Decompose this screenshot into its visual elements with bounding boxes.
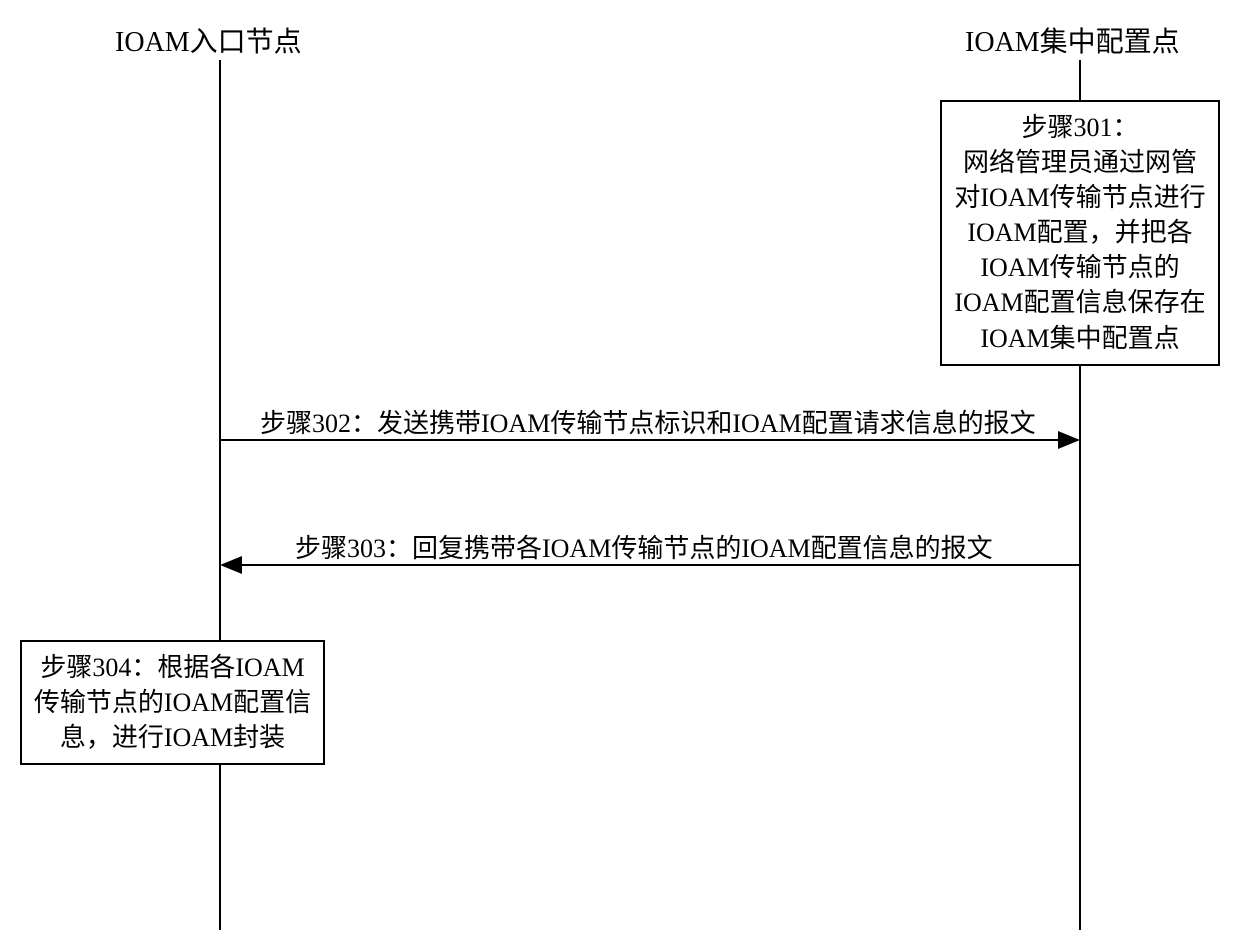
participant-left-label: IOAM入口节点	[115, 20, 302, 60]
step-301-text: 步骤301：网络管理员通过网管对IOAM传输节点进行IOAM配置，并把各IOAM…	[954, 113, 1205, 353]
message-303-arrow-head	[220, 556, 242, 574]
step-304-text: 步骤304：根据各IOAM传输节点的IOAM配置信息，进行IOAM封装	[34, 653, 311, 752]
message-302-label: 步骤302：发送携带IOAM传输节点标识和IOAM配置请求信息的报文	[260, 403, 1036, 440]
step-301-box: 步骤301：网络管理员通过网管对IOAM传输节点进行IOAM配置，并把各IOAM…	[940, 100, 1220, 366]
participant-right-label: IOAM集中配置点	[965, 20, 1180, 60]
message-302-arrow-head	[1058, 431, 1080, 449]
lifeline-left	[219, 60, 221, 930]
message-302-arrow-line	[221, 439, 1059, 441]
message-303-label: 步骤303：回复携带各IOAM传输节点的IOAM配置信息的报文	[295, 528, 993, 565]
step-304-box: 步骤304：根据各IOAM传输节点的IOAM配置信息，进行IOAM封装	[20, 640, 325, 765]
message-303-arrow-line	[242, 564, 1080, 566]
